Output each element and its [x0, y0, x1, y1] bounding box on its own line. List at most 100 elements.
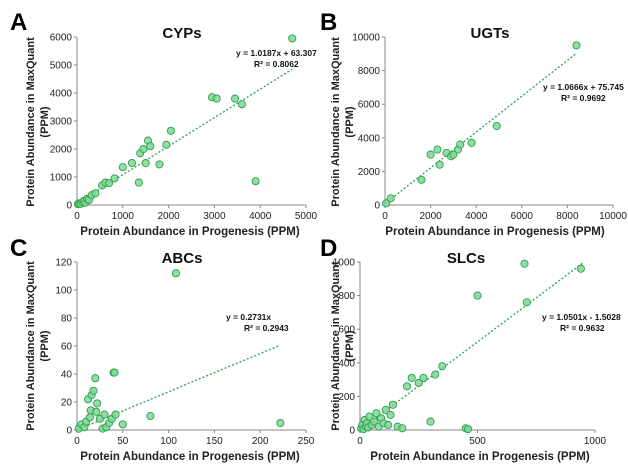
x-tick-label: 10000 — [599, 211, 627, 222]
y-tick-label: 6000 — [50, 33, 73, 44]
y-axis-label: Protein Abundance in MaxQuant (PPM) — [25, 261, 51, 431]
data-point — [118, 420, 127, 429]
data-point — [92, 407, 101, 416]
data-point — [419, 373, 428, 382]
data-point — [398, 424, 407, 433]
x-axis-label: Protein Abundance in Progenesis (PPM) — [370, 451, 590, 463]
panel-c: 0 20 40 60 80 100 120 0 50 100 150 200 250 C ABCs y = 0… — [10, 235, 315, 463]
data-point — [417, 175, 426, 184]
data-point — [372, 409, 381, 418]
data-point — [146, 142, 155, 151]
data-point — [91, 374, 100, 383]
panel-title: SLCs — [447, 250, 485, 267]
y-tick-label: 2000 — [50, 145, 73, 156]
y-axis-label: Protein Abundance in MaxQuant (PPM) — [330, 37, 356, 207]
panel-b: 0 2000 4000 6000 8000 10000 0 2000 4000 6000 8000 1… — [320, 9, 627, 238]
data-point — [171, 269, 180, 278]
y-tick-label: 60 — [61, 342, 73, 353]
data-point — [426, 417, 435, 426]
r-squared-label: R² = 0.9692 — [561, 93, 606, 103]
data-point — [492, 121, 501, 131]
y-tick-label: 0 — [349, 426, 355, 437]
x-tick-label: 1000 — [112, 211, 135, 222]
y-tick-label: 4000 — [358, 133, 381, 144]
data-point — [85, 413, 94, 422]
y-tick-label: 600 — [338, 325, 355, 336]
x-tick-label: 0 — [74, 211, 80, 222]
y-tick-label: 2000 — [358, 167, 381, 178]
y-tick-label: 3000 — [50, 117, 73, 128]
data-point — [435, 160, 444, 169]
data-point — [118, 163, 127, 172]
panel-title: UGTs — [471, 25, 510, 42]
y-tick-label: 40 — [61, 370, 73, 381]
y-axis-label: Protein Abundance in MaxQuant (PPM) — [330, 261, 356, 431]
y-tick-label: 0 — [374, 201, 380, 212]
data-point — [433, 145, 442, 154]
x-tick-label: 500 — [469, 436, 486, 447]
data-point — [127, 158, 137, 168]
y-tick-label: 800 — [338, 291, 355, 302]
data-point — [166, 126, 175, 135]
data-point — [414, 378, 423, 388]
y-tick-label: 0 — [66, 426, 72, 437]
x-tick-label: 150 — [206, 436, 223, 447]
x-axis-label: Protein Abundance in Progenesis (PPM) — [80, 451, 300, 463]
x-tick-label: 100 — [160, 436, 177, 447]
data-point — [134, 178, 143, 187]
data-point — [230, 94, 240, 103]
y-tick-label: 5000 — [50, 61, 73, 72]
data-point — [402, 382, 412, 391]
data-point — [431, 370, 440, 379]
data-point — [365, 412, 374, 421]
x-tick-label: 50 — [117, 436, 129, 447]
data-point — [384, 420, 393, 430]
data-point — [381, 405, 390, 414]
data-point — [276, 418, 285, 428]
y-axis-label: Protein Abundance in MaxQuant (PPM) — [25, 37, 51, 207]
trendline — [384, 52, 577, 205]
panel-a: 0 1000 2000 3000 4000 5000 6000 0 1000 2000 3000 40… — [10, 9, 318, 238]
data-point — [520, 259, 529, 268]
x-tick-label: 4000 — [465, 211, 488, 222]
r-squared-label: R² = 0.9632 — [560, 323, 605, 333]
x-tick-label: 250 — [298, 436, 315, 447]
y-tick-label: 120 — [55, 258, 72, 269]
data-point — [139, 144, 148, 154]
r-squared-label: R² = 0.8062 — [254, 59, 299, 69]
data-point — [473, 291, 482, 300]
data-point — [522, 298, 531, 307]
data-point — [572, 41, 581, 50]
data-point — [111, 410, 120, 419]
data-point — [576, 264, 585, 273]
data-point — [438, 362, 447, 371]
r-squared-label: R² = 0.2943 — [244, 323, 289, 333]
y-tick-label: 80 — [61, 314, 73, 325]
x-tick-label: 1000 — [584, 436, 607, 447]
x-tick-label: 2000 — [419, 211, 442, 222]
x-tick-label: 0 — [382, 211, 388, 222]
panel-title: ABCs — [162, 250, 203, 267]
trendline-equation: y = 0.2731x — [226, 312, 271, 322]
data-point — [91, 189, 100, 198]
data-point — [162, 140, 171, 149]
y-tick-label: 1000 — [333, 258, 356, 269]
data-point — [251, 177, 260, 186]
y-tick-label: 6000 — [358, 100, 381, 111]
data-point — [110, 368, 119, 377]
data-point — [449, 150, 458, 159]
data-point — [93, 399, 102, 408]
data-point — [105, 179, 114, 188]
x-tick-label: 4000 — [249, 211, 272, 222]
x-axis-label: Protein Abundance in Progenesis (PPM) — [80, 226, 300, 238]
data-point — [382, 199, 391, 208]
data-point — [146, 411, 155, 421]
data-point — [110, 174, 119, 183]
x-axis-label: Protein Abundance in Progenesis (PPM) — [385, 226, 605, 238]
panel-letter: A — [10, 9, 27, 36]
data-point — [464, 425, 473, 434]
y-tick-label: 20 — [61, 398, 73, 409]
data-point — [456, 140, 465, 149]
